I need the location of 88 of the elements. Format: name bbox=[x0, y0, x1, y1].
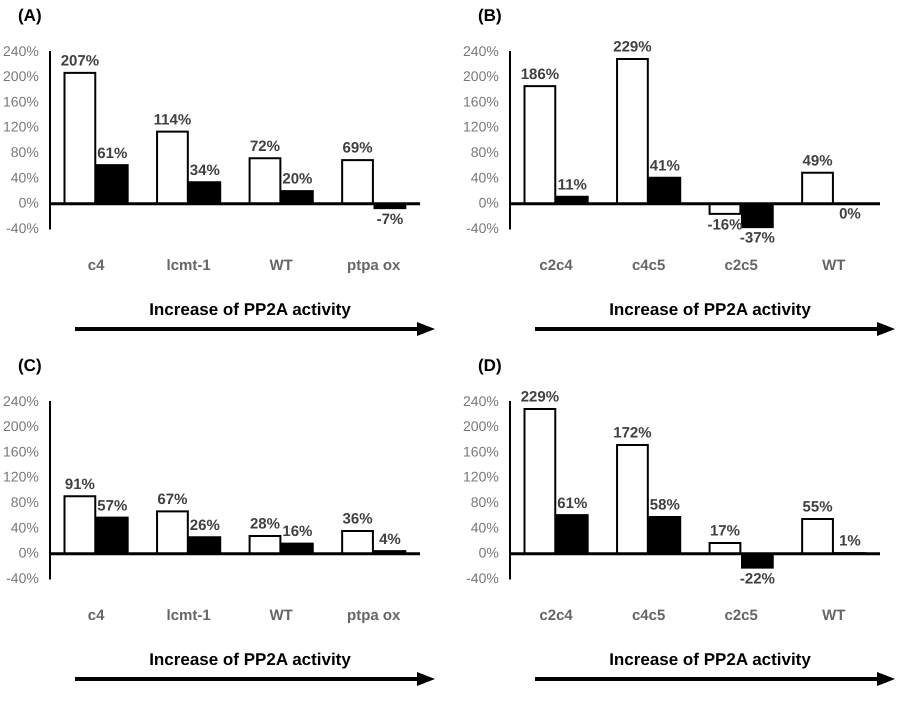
data-label: 114% bbox=[154, 111, 192, 128]
x-tick-label: c2c4 bbox=[539, 607, 574, 624]
data-label: 69% bbox=[342, 140, 373, 157]
y-tick-label: 0% bbox=[478, 194, 499, 211]
y-tick-label: 80% bbox=[470, 144, 499, 160]
chart-title: (B) bbox=[478, 6, 502, 26]
y-tick-label: 240% bbox=[2, 42, 39, 59]
x-tick-label: WT bbox=[822, 257, 846, 274]
x-tick-label: WT bbox=[270, 257, 293, 274]
y-tick-label: 120% bbox=[462, 468, 499, 485]
x-axis-title: Increase of PP2A activity bbox=[148, 300, 352, 320]
data-label: 11% bbox=[558, 176, 587, 194]
y-tick-label: 120% bbox=[462, 118, 499, 135]
y-tick-label: 40% bbox=[470, 519, 499, 536]
x-tick-label: lcmt-1 bbox=[166, 257, 211, 274]
data-label: 20% bbox=[282, 170, 312, 188]
y-tick-label: 160% bbox=[462, 443, 499, 460]
y-tick-label: -40% bbox=[6, 570, 39, 586]
data-label: 58% bbox=[650, 496, 680, 514]
data-label: 229% bbox=[520, 388, 560, 406]
x-axis-title: Increase of PP2A activity bbox=[148, 650, 352, 670]
y-tick-label: 120% bbox=[2, 118, 39, 135]
data-label: 17% bbox=[710, 522, 740, 540]
y-tick-label: 40% bbox=[10, 519, 39, 536]
x-axis-title: Increase of PP2A activity bbox=[608, 650, 812, 670]
data-label: 55% bbox=[802, 498, 833, 516]
y-tick-label: 200% bbox=[462, 418, 499, 434]
data-label: 172% bbox=[613, 424, 652, 442]
y-tick-label: 200% bbox=[2, 68, 39, 84]
data-label: -16% bbox=[707, 216, 742, 234]
y-tick-label: 160% bbox=[2, 93, 39, 110]
chart-title: (D) bbox=[478, 356, 502, 376]
x-tick-label: c4 bbox=[88, 257, 106, 274]
y-tick-label: 0% bbox=[18, 544, 39, 561]
data-label: 72% bbox=[250, 138, 280, 155]
data-label: 1% bbox=[839, 532, 861, 550]
y-tick-label: -40% bbox=[6, 220, 39, 236]
data-label: -22% bbox=[740, 570, 775, 588]
x-tick-label: WT bbox=[822, 607, 846, 624]
data-label: 49% bbox=[802, 152, 833, 170]
y-tick-label: 160% bbox=[462, 93, 499, 110]
data-label: 61% bbox=[557, 494, 588, 512]
data-label: 229% bbox=[613, 38, 652, 56]
y-tick-label: 240% bbox=[462, 42, 499, 59]
data-label: 91% bbox=[64, 476, 95, 493]
chart-title: (A) bbox=[18, 6, 42, 26]
data-label: -37% bbox=[740, 230, 775, 247]
x-tick-label: ptpa ox bbox=[347, 607, 402, 624]
x-tick-label: c4 bbox=[88, 607, 106, 624]
y-tick-label: 120% bbox=[2, 468, 39, 485]
y-tick-label: 40% bbox=[470, 169, 499, 186]
x-tick-label: c4c5 bbox=[632, 257, 666, 274]
data-label: 4% bbox=[379, 530, 401, 548]
chart-title: (C) bbox=[18, 356, 42, 376]
y-tick-label: 160% bbox=[2, 443, 39, 460]
data-label: 57% bbox=[97, 497, 128, 514]
x-axis-title: Increase of PP2A activity bbox=[608, 300, 812, 320]
x-tick-label: ptpa ox bbox=[347, 257, 402, 274]
y-tick-label: 200% bbox=[462, 68, 499, 84]
data-label: 26% bbox=[190, 516, 220, 534]
x-tick-label: lcmt-1 bbox=[166, 607, 211, 624]
y-tick-label: -40% bbox=[466, 570, 499, 586]
y-tick-label: 240% bbox=[2, 392, 39, 409]
data-label: 41% bbox=[650, 157, 680, 174]
y-tick-label: 40% bbox=[10, 169, 39, 186]
y-tick-label: 0% bbox=[18, 194, 39, 211]
x-tick-label: c2c5 bbox=[724, 607, 758, 624]
data-label: 67% bbox=[157, 491, 188, 508]
data-label: 28% bbox=[250, 516, 280, 533]
y-tick-label: 240% bbox=[462, 392, 499, 409]
data-label: -7% bbox=[376, 210, 404, 228]
y-tick-label: 80% bbox=[470, 494, 499, 510]
x-tick-label: WT bbox=[270, 607, 293, 624]
data-label: 36% bbox=[342, 510, 373, 528]
y-tick-label: 80% bbox=[10, 494, 39, 510]
data-label: 16% bbox=[282, 523, 312, 540]
data-label: 34% bbox=[190, 162, 220, 179]
data-label: 186% bbox=[520, 66, 560, 83]
y-tick-label: 200% bbox=[2, 418, 39, 434]
data-label: 207% bbox=[60, 52, 100, 70]
y-tick-label: 80% bbox=[10, 144, 39, 160]
x-tick-label: c2c4 bbox=[539, 257, 574, 274]
x-tick-label: c2c5 bbox=[724, 257, 758, 274]
y-tick-label: 0% bbox=[478, 544, 499, 561]
y-tick-label: -40% bbox=[466, 220, 499, 236]
x-tick-label: c4c5 bbox=[632, 607, 666, 624]
data-label: 61% bbox=[97, 144, 128, 162]
data-label: 0% bbox=[839, 205, 861, 222]
